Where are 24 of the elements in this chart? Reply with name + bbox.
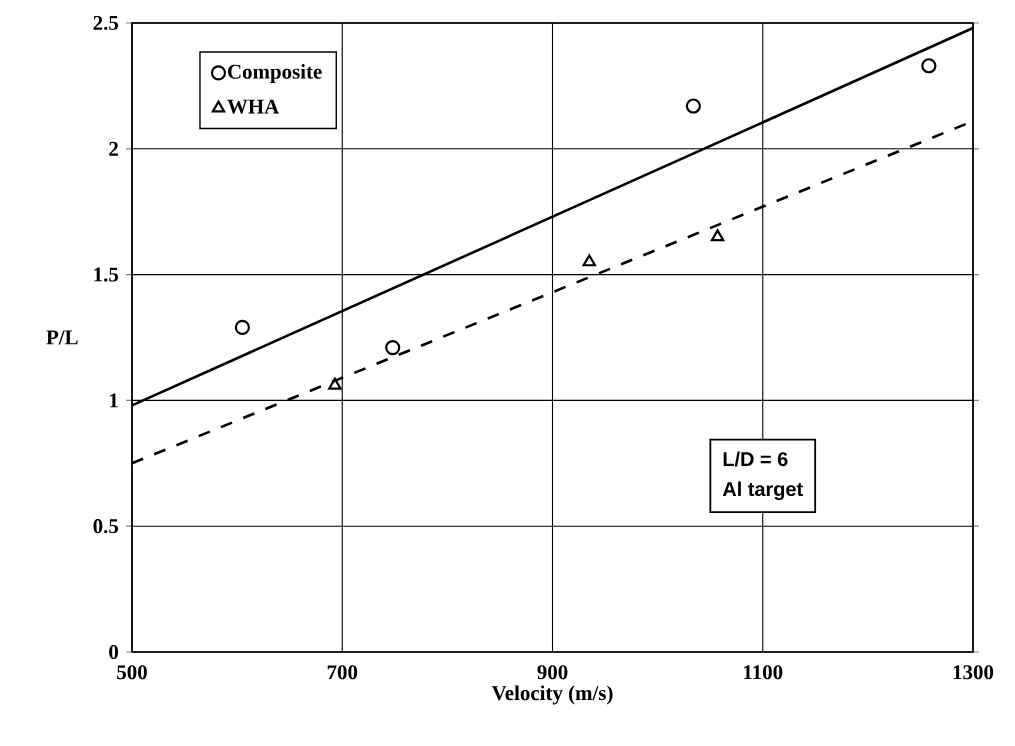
annotation: Al target	[722, 481, 803, 501]
y-tick-label: 1	[110, 393, 118, 408]
point	[710, 229, 725, 242]
point	[685, 98, 701, 114]
x-tick-label: 500	[117, 665, 147, 680]
x-tick-label: 700	[327, 665, 358, 680]
y-tick-label: 2.5	[93, 15, 119, 31]
x-tick-label: 900	[537, 665, 568, 680]
annotation: L/D = 6	[723, 451, 788, 467]
x-tick-label: 1100	[744, 665, 783, 680]
y-axis-title: P/L	[46, 330, 78, 345]
y-tick-label: 0	[109, 644, 119, 660]
x-tick-label: 1300	[953, 665, 994, 680]
point	[328, 377, 342, 390]
point	[582, 254, 597, 267]
point	[921, 58, 937, 74]
y-tick-label: 1.5	[94, 267, 119, 282]
point	[234, 319, 250, 336]
legend-label: WHA	[227, 99, 280, 114]
x-axis-title: Velocity (m/s)	[491, 685, 613, 705]
y-tick-label: 2	[109, 141, 118, 156]
legend-label: Composite	[227, 63, 322, 83]
point	[385, 339, 401, 356]
y-tick-label: 0.5	[93, 519, 119, 534]
